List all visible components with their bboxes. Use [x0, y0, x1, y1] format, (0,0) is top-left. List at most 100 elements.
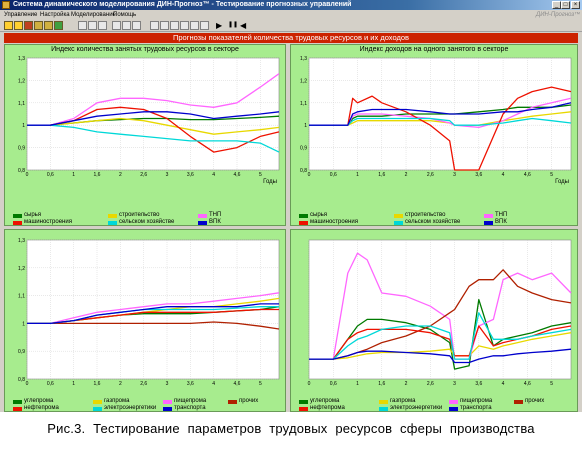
x-tick-label: 0,6 — [330, 381, 337, 387]
legend-swatch — [394, 221, 403, 225]
legend-label: пищепрома — [460, 398, 493, 404]
series-line-пищепрома — [309, 252, 572, 360]
legend-label: газпрома — [104, 398, 130, 404]
save-icon[interactable] — [14, 21, 23, 30]
x-tick-label: 0 — [26, 381, 29, 387]
x-tick-label: 0 — [308, 172, 311, 178]
y-tick-label: 1,3 — [300, 56, 307, 62]
figure-caption: Рис.3. Тестирование параметров трудовых … — [47, 421, 535, 436]
legend-swatch — [228, 400, 237, 404]
copy-icon[interactable] — [122, 21, 131, 30]
y-tick-label: 1 — [22, 123, 25, 129]
x-tick-label: 4,6 — [234, 381, 241, 387]
x-tick-label: 1,6 — [378, 381, 385, 387]
legend-swatch — [514, 400, 523, 404]
close-button[interactable]: × — [571, 1, 580, 9]
list-icon[interactable] — [112, 21, 121, 30]
export-icon[interactable] — [88, 21, 97, 30]
x-tick-label: 2 — [119, 172, 122, 178]
legend-swatch — [93, 407, 102, 411]
window-icon[interactable] — [150, 21, 159, 30]
y-tick-label: 1,1 — [300, 101, 307, 107]
series-line-транспорта — [27, 303, 279, 325]
pause-button[interactable]: ❚❚ — [228, 22, 239, 28]
legend-label: пищепрома — [174, 398, 207, 404]
x-tick-label: 2,6 — [427, 381, 434, 387]
y-tick-label: 1 — [304, 123, 307, 129]
legend-swatch — [198, 221, 207, 225]
cascade-icon[interactable] — [180, 21, 189, 30]
y-tick-label: 1,2 — [18, 266, 25, 272]
run-button[interactable]: ▶ — [216, 21, 223, 30]
x-tick-label: 4,6 — [524, 381, 531, 387]
window-title: Система динамического моделирования ДИН-… — [13, 1, 352, 8]
reload-icon[interactable] — [44, 21, 53, 30]
x-tick-label: 3,6 — [187, 172, 194, 178]
menu-bar: Управление Настройка Моделирование Помощ… — [0, 10, 582, 20]
minimize-button[interactable]: _ — [552, 1, 561, 9]
grid-icon[interactable] — [98, 21, 107, 30]
legend-label: строительство — [405, 212, 446, 218]
tile-icon[interactable] — [170, 21, 179, 30]
series-line-ВПК — [27, 111, 280, 126]
x-tick-label: 5 — [259, 381, 262, 387]
x-tick-label: 4 — [212, 381, 215, 387]
series-line-ТНП — [27, 73, 280, 126]
legend-label: сельском хозяйстве — [119, 219, 175, 225]
y-tick-label: 0,9 — [18, 349, 25, 355]
table-icon[interactable] — [78, 21, 87, 30]
series-line-строительство — [27, 117, 280, 135]
app-icon — [2, 1, 10, 9]
app-window: Система динамического моделирования ДИН-… — [0, 0, 582, 412]
chart-panel-industries-income: 0 0,6 1 1,6 2 2,6 3 3,6 4 4,6 5 углепрома газпрома п… — [290, 229, 578, 412]
legend-swatch — [379, 400, 388, 404]
legend-swatch — [449, 407, 458, 411]
legend-label: строительство — [119, 212, 160, 218]
series-line-газпрома — [309, 332, 572, 360]
x-tick-label: 2,6 — [427, 172, 434, 178]
x-tick-label: 5 — [550, 172, 553, 178]
chart-svg: 0 0,6 1 1,6 2 2,6 3 3,6 4 4,6 5 0,8 0,9 1 1,1 1,2 1,3 Год… — [18, 56, 280, 185]
menu-item-control[interactable]: Управление — [4, 12, 38, 18]
legend-swatch — [299, 407, 308, 411]
x-tick-label: 2 — [405, 172, 408, 178]
series-line-строительство — [309, 111, 572, 126]
legend-label: нефтепрома — [24, 405, 59, 411]
x-axis-label: Годы — [555, 179, 569, 185]
legend-swatch — [198, 214, 207, 218]
legend-label: транспорта — [460, 405, 492, 411]
legend-label: сырья — [310, 212, 328, 218]
y-tick-label: 1,2 — [300, 78, 307, 84]
x-tick-label: 3,6 — [475, 172, 482, 178]
chart-title: Индекс количества занятых трудовых ресур… — [51, 46, 239, 53]
x-tick-label: 3 — [453, 381, 456, 387]
menu-item-settings[interactable]: Настройка — [40, 12, 70, 18]
chart-icon[interactable] — [54, 21, 63, 30]
x-tick-label: 1 — [356, 381, 359, 387]
forecast-header: Прогнозы показателей количества трудовых… — [4, 33, 578, 43]
maximize-button[interactable]: □ — [561, 1, 570, 9]
series-line-углепрома — [309, 298, 572, 370]
settings-icon[interactable] — [34, 21, 43, 30]
back-button[interactable]: ◀ — [240, 21, 247, 30]
legend-swatch — [108, 221, 117, 225]
menu-item-help[interactable]: Помощь — [113, 12, 137, 18]
y-tick-label: 0,9 — [18, 146, 25, 152]
legend-label: ТНП — [209, 212, 222, 218]
legend-swatch — [299, 221, 308, 225]
x-tick-label: 0,6 — [330, 172, 337, 178]
x-tick-label: 1,6 — [378, 172, 385, 178]
open-icon[interactable] — [4, 21, 13, 30]
chart-svg: 0 0,6 1 1,6 2 2,6 3 3,6 4 4,6 5 0,8 0,9 1 1,1 1,2 1,3 Год… — [300, 56, 572, 185]
layout-icon[interactable] — [160, 21, 169, 30]
split-icon[interactable] — [200, 21, 209, 30]
stack-icon[interactable] — [190, 21, 199, 30]
print-icon[interactable] — [24, 21, 33, 30]
legend-label: углепрома — [24, 398, 54, 404]
chart-panel-income: Индекс доходов на одного занятого в сект… — [290, 44, 578, 226]
chart-title: Индекс доходов на одного занятого в сект… — [359, 46, 509, 53]
y-tick-label: 0,8 — [18, 168, 25, 174]
zoom-icon[interactable] — [132, 21, 141, 30]
title-bar: Система динамического моделирования ДИН-… — [0, 0, 582, 10]
menu-item-modeling[interactable]: Моделирование — [71, 12, 116, 18]
